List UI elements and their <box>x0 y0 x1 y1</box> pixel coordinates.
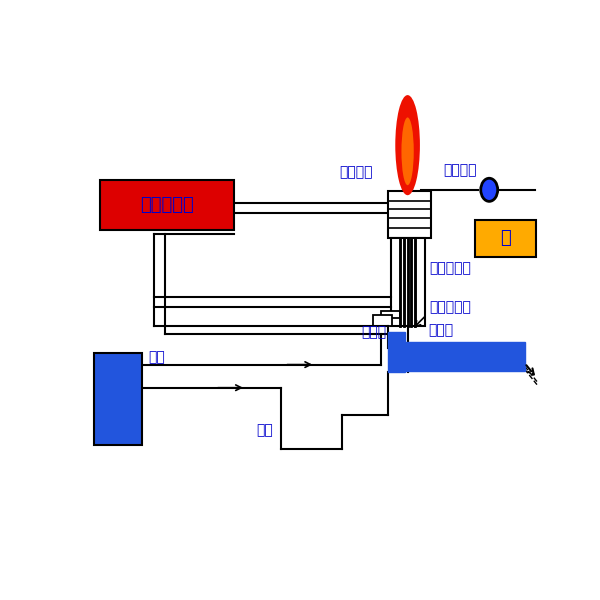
Text: 样品: 样品 <box>256 423 273 437</box>
Bar <box>405 341 524 371</box>
Text: 检: 检 <box>500 229 511 247</box>
Bar <box>380 311 400 319</box>
Bar <box>475 220 536 257</box>
Text: 雾化室: 雾化室 <box>428 323 454 337</box>
Bar <box>388 332 405 372</box>
Text: 等离子炬: 等离子炬 <box>340 165 373 179</box>
Bar <box>100 180 235 230</box>
Bar <box>373 314 392 326</box>
Bar <box>388 191 431 238</box>
Bar <box>94 353 142 445</box>
Text: 样品喷射管: 样品喷射管 <box>429 300 471 314</box>
Ellipse shape <box>401 118 414 185</box>
Ellipse shape <box>481 178 497 202</box>
Text: 高频发生器: 高频发生器 <box>140 196 194 214</box>
Text: 光学传送: 光学传送 <box>443 164 476 178</box>
Bar <box>391 238 425 326</box>
Text: 等离子炬管: 等离子炬管 <box>429 262 471 275</box>
Ellipse shape <box>395 95 420 195</box>
Text: 雾化器: 雾化器 <box>361 325 386 339</box>
Text: 氩气: 氩气 <box>148 350 165 364</box>
